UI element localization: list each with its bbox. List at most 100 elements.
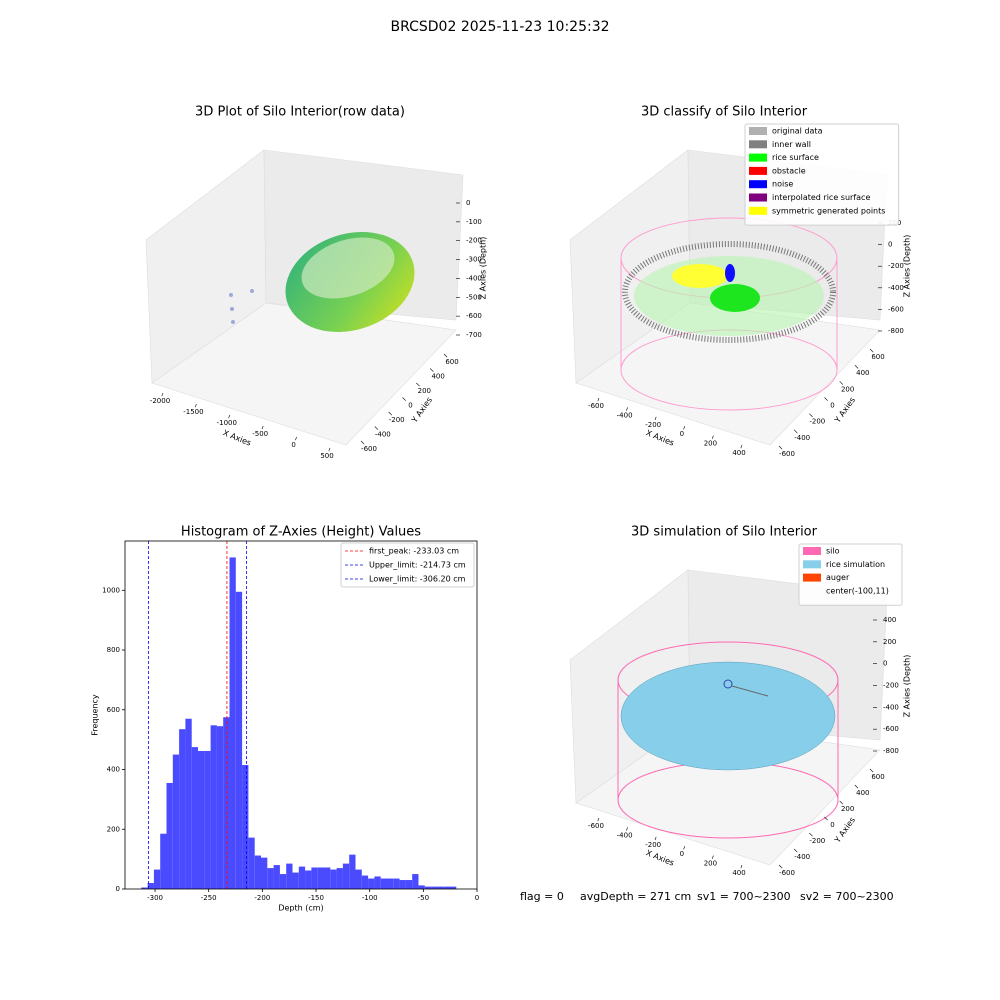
tick-label: 400 (856, 789, 869, 797)
x-tick-label: -50 (418, 894, 429, 902)
bar (298, 866, 306, 889)
tick-label: -1000 (217, 419, 237, 427)
noise (725, 264, 735, 282)
bar (185, 718, 192, 889)
tick-label: 200 (841, 805, 854, 813)
tick-mark (778, 864, 783, 869)
bar (273, 865, 280, 889)
legend-swatch (749, 166, 767, 175)
bar (323, 867, 331, 889)
x-tick-label: -100 (362, 894, 378, 902)
bar (342, 863, 350, 889)
tick-label: -400 (888, 284, 904, 292)
bar (317, 867, 324, 889)
axis-label: Z Axies (Depth) (479, 237, 488, 300)
y-tick-label: 200 (107, 825, 120, 833)
bar (449, 886, 457, 889)
x-tick-label: -300 (147, 894, 163, 902)
tick-label: 200 (841, 385, 854, 393)
bar (437, 886, 444, 889)
tick-mark (711, 855, 714, 859)
outlier (229, 293, 233, 297)
tick-label: 0 (466, 199, 470, 207)
tick-label: -600 (779, 450, 795, 458)
tick-label: -200 (466, 237, 482, 245)
tick-label: -800 (883, 747, 899, 755)
axis-label: Z Axies (Depth) (903, 235, 912, 298)
tick-mark (793, 848, 798, 853)
tick-mark (778, 445, 783, 450)
tick-mark (194, 403, 197, 408)
tick-label: -500 (252, 430, 268, 438)
tick-mark (295, 436, 297, 441)
legend-swatch (749, 153, 767, 162)
y-tick-label: 0 (116, 885, 120, 893)
bar (172, 754, 180, 889)
bar (361, 875, 369, 889)
tick-label: -600 (466, 312, 482, 320)
pane (151, 302, 457, 446)
tick-label: 400 (732, 869, 745, 877)
legend-swatch (749, 193, 767, 202)
pane (575, 302, 881, 446)
tick-mark (740, 444, 743, 449)
tick-label: -600 (588, 402, 604, 410)
tick-mark (654, 836, 657, 841)
bar (292, 872, 299, 889)
legend-label: center(-100,11) (826, 586, 889, 595)
tick-mark (809, 832, 813, 837)
legend-label: Lower_limit: -306.20 cm (369, 575, 466, 584)
tick-mark (597, 817, 600, 822)
legend-swatch (749, 127, 767, 135)
tick-mark (228, 414, 231, 419)
tick-mark (161, 392, 164, 397)
tick-mark (854, 784, 859, 789)
tick-label: -400 (794, 434, 810, 442)
tick-label: -2000 (150, 397, 170, 405)
status-text: sv2 = 700~2300 (800, 890, 894, 903)
tick-mark (429, 368, 434, 372)
outlier (231, 320, 235, 324)
bar (235, 591, 243, 889)
tick-label: -400 (794, 853, 810, 861)
axes-box-4 (569, 569, 888, 866)
bar (386, 878, 394, 889)
tick-label: 400 (856, 369, 869, 377)
tick-label: 0 (888, 241, 892, 249)
tick-mark (824, 397, 828, 401)
tick-label: -400 (883, 703, 899, 711)
tick-mark (793, 429, 798, 434)
tick-label: -200 (888, 262, 904, 270)
legend-swatch (749, 140, 767, 149)
tick-mark (443, 353, 448, 358)
tick-mark (360, 440, 365, 445)
bar (349, 854, 356, 889)
tick-label: 0 (680, 850, 684, 858)
bar (166, 782, 173, 889)
axis-label: Y Axies (832, 396, 857, 426)
tick-label: 400 (431, 373, 444, 381)
bar (418, 885, 425, 889)
tick-label: -400 (617, 831, 633, 839)
tick-mark (839, 381, 844, 385)
tick-label: 0 (883, 660, 887, 668)
point-cloud-inner (301, 237, 395, 299)
center (723, 679, 733, 689)
tick-label: 600 (445, 358, 458, 366)
bar (147, 883, 154, 889)
tick-label: -200 (883, 682, 899, 690)
bar (431, 886, 438, 889)
bar (443, 886, 450, 889)
tick-mark (597, 397, 600, 402)
tick-label: -400 (466, 274, 482, 282)
bar (393, 878, 400, 889)
subplot-title: Histogram of Z-Axies (Height) Values (181, 525, 421, 540)
tick-label: -200 (645, 841, 661, 849)
legend-label: first_peak: -233.03 cm (369, 547, 459, 556)
tick-label: 200 (883, 638, 896, 646)
legend-label: silo (826, 547, 840, 556)
x-tick-label: -200 (254, 894, 270, 902)
bar (279, 874, 287, 889)
tick-label: -500 (466, 293, 482, 301)
